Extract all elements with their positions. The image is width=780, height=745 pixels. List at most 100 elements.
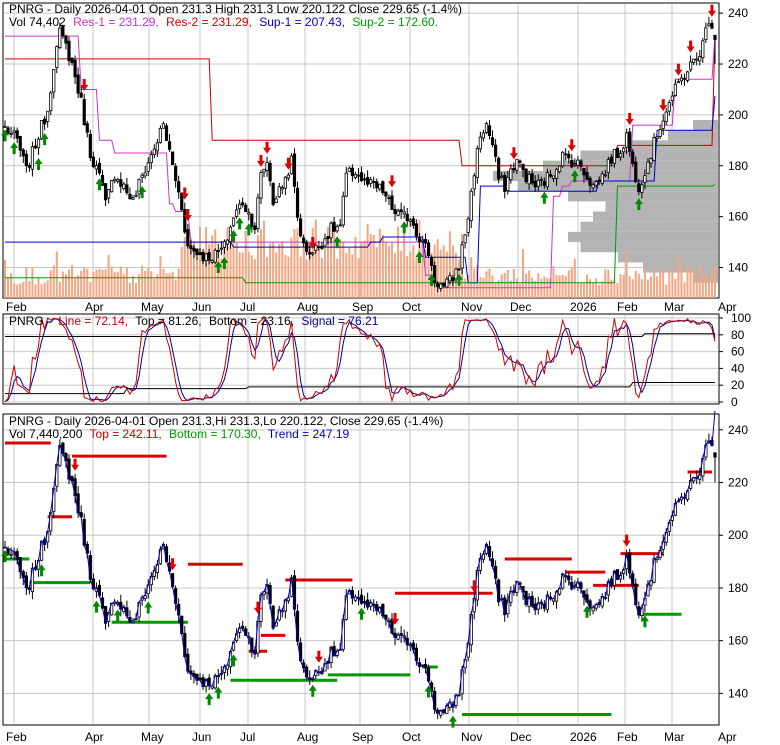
price-y-label: 160 bbox=[728, 210, 748, 224]
price-candle-body bbox=[643, 175, 647, 183]
price-y-label: 200 bbox=[728, 108, 748, 122]
price-candles bbox=[3, 16, 717, 293]
buy-arrow bbox=[333, 236, 342, 249]
price-candle-body bbox=[396, 210, 400, 216]
volume-bar bbox=[77, 275, 80, 298]
price-x-label: Mar bbox=[664, 300, 685, 314]
volume-bar bbox=[250, 255, 253, 298]
volume-bar bbox=[518, 283, 521, 298]
price-candle-body bbox=[271, 182, 275, 205]
price-candle-body bbox=[545, 172, 550, 188]
price-candle-body bbox=[527, 173, 531, 185]
res1-line bbox=[5, 35, 716, 289]
volume-bar bbox=[320, 257, 323, 298]
price-candle-body bbox=[110, 180, 114, 193]
osc-ticker: PNRG - bbox=[9, 314, 51, 328]
price-candle-body bbox=[500, 175, 504, 178]
volume-bar bbox=[162, 269, 165, 298]
volume-bar bbox=[567, 270, 570, 298]
price-candle-body bbox=[521, 163, 525, 171]
volume-bar bbox=[266, 257, 269, 298]
price-candle-body bbox=[433, 265, 437, 284]
price-candle-body bbox=[116, 179, 120, 182]
trend-buy-arrow bbox=[92, 600, 101, 613]
buy-arrow bbox=[40, 133, 49, 146]
volume-bar bbox=[387, 245, 390, 298]
price-candle-body bbox=[94, 165, 99, 170]
volume-bar bbox=[397, 226, 400, 298]
price-candle-body bbox=[256, 197, 260, 229]
osc-line-readout: Line = 72.14, bbox=[58, 314, 128, 328]
oscillator-y-label: 80 bbox=[731, 328, 745, 342]
volume-bar bbox=[147, 267, 150, 298]
price-candle-body bbox=[231, 217, 236, 227]
price-candle-body bbox=[219, 247, 223, 250]
price-candle-body bbox=[640, 184, 644, 193]
volume-bar bbox=[327, 227, 330, 298]
price-candle-body bbox=[6, 127, 10, 134]
volume-bar bbox=[384, 242, 387, 298]
sell-arrow bbox=[256, 154, 265, 167]
price-candle-body bbox=[247, 212, 251, 215]
price-candle-body bbox=[320, 245, 324, 249]
volume-bar bbox=[211, 235, 214, 298]
volume-bar bbox=[183, 237, 186, 298]
trend-volume-readout: Vol 7,440,200 bbox=[9, 427, 83, 441]
volume-bar bbox=[86, 268, 89, 298]
price-candle-body bbox=[631, 151, 635, 164]
trend-grid bbox=[4, 415, 718, 724]
price-candle-body bbox=[679, 77, 684, 82]
price-candle-body bbox=[143, 172, 147, 177]
trend-candle-body bbox=[713, 452, 717, 458]
sell-arrow bbox=[707, 4, 716, 17]
volume-bar bbox=[272, 242, 275, 298]
volume-bar bbox=[83, 267, 86, 298]
price-candle-body bbox=[244, 204, 248, 213]
price-candle-body bbox=[314, 244, 318, 251]
volume-bar bbox=[643, 268, 646, 298]
volume-bar bbox=[122, 274, 125, 298]
volume-bar bbox=[302, 248, 305, 298]
price-candle-body bbox=[122, 183, 126, 189]
price-candle-body bbox=[262, 168, 266, 173]
volume-profile-bar bbox=[580, 242, 718, 253]
buy-arrow bbox=[220, 256, 229, 269]
sell-arrow bbox=[263, 141, 272, 154]
price-x-label: Aug bbox=[297, 300, 318, 314]
volume-bar bbox=[159, 256, 162, 298]
trend-buy-arrow bbox=[37, 564, 46, 577]
price-candle-body bbox=[685, 71, 690, 81]
price-candle-body bbox=[177, 181, 181, 193]
volume-bar bbox=[625, 253, 628, 298]
price-candle-body bbox=[591, 184, 595, 189]
trend-x-label: May bbox=[141, 730, 164, 744]
volume-bar bbox=[506, 269, 509, 298]
sell-arrow bbox=[180, 187, 189, 200]
volume-bar bbox=[509, 280, 512, 298]
price-candle-body bbox=[61, 25, 65, 37]
trend-buy-arrow bbox=[144, 601, 153, 614]
volume-bar bbox=[263, 220, 266, 298]
volume-bar bbox=[269, 243, 272, 298]
volume-bar bbox=[680, 266, 683, 298]
price-candle-body bbox=[664, 111, 668, 123]
volume-bar bbox=[34, 284, 37, 298]
volume-bar bbox=[704, 273, 707, 298]
price-candle-body bbox=[375, 181, 379, 189]
price-candle-body bbox=[612, 148, 617, 164]
price-candle-body bbox=[204, 253, 208, 262]
volume-bar bbox=[637, 273, 640, 298]
volume-bar bbox=[223, 245, 226, 298]
volume-bar bbox=[244, 231, 247, 298]
price-candle-body bbox=[33, 145, 38, 149]
price-candle-body bbox=[43, 118, 47, 125]
volume-bar bbox=[7, 277, 10, 298]
volume-bar bbox=[138, 274, 141, 298]
volume-bar bbox=[284, 255, 287, 298]
volume-bar bbox=[89, 281, 92, 298]
volume-bar bbox=[241, 252, 244, 298]
volume-bar bbox=[4, 259, 6, 298]
volume-bar bbox=[564, 275, 567, 298]
price-candle-body bbox=[128, 193, 132, 200]
price-candle-body bbox=[292, 153, 297, 187]
